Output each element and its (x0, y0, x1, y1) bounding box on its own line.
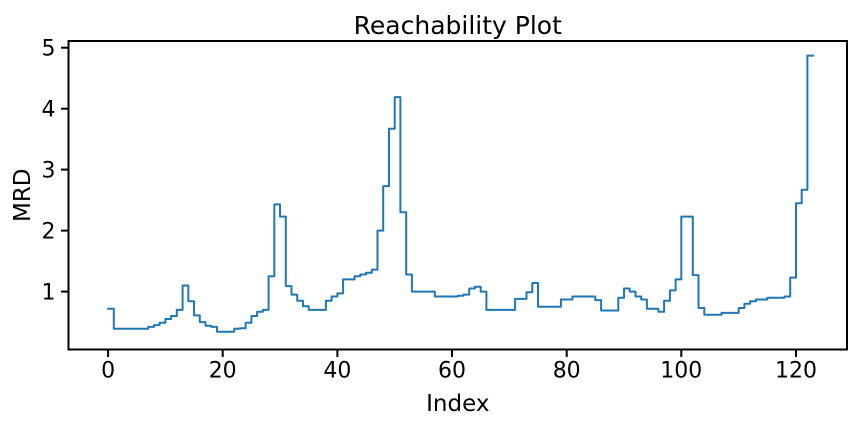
y-tick-label: 1 (42, 281, 56, 306)
x-axis-label: Index (426, 391, 489, 417)
x-tick-label: 40 (323, 359, 351, 384)
x-tick-label: 60 (438, 359, 466, 384)
x-axis-ticks: 0 20 40 60 80 100 120 (101, 349, 817, 384)
chart-title: Reachability Plot (354, 11, 562, 40)
y-tick-label: 3 (42, 159, 56, 184)
x-tick-label: 20 (209, 359, 237, 384)
x-tick-label: 120 (775, 359, 817, 384)
x-tick-label: 100 (660, 359, 702, 384)
y-axis-ticks: 1 2 3 4 5 (42, 37, 69, 306)
x-tick-label: 0 (101, 359, 115, 384)
y-tick-label: 2 (42, 220, 56, 245)
x-tick-label: 80 (553, 359, 581, 384)
y-axis-label: MRD (10, 168, 36, 222)
y-tick-label: 5 (42, 37, 56, 62)
y-tick-label: 4 (42, 98, 56, 123)
axes-frame (67, 40, 848, 351)
reachability-step-line (107, 54, 815, 333)
